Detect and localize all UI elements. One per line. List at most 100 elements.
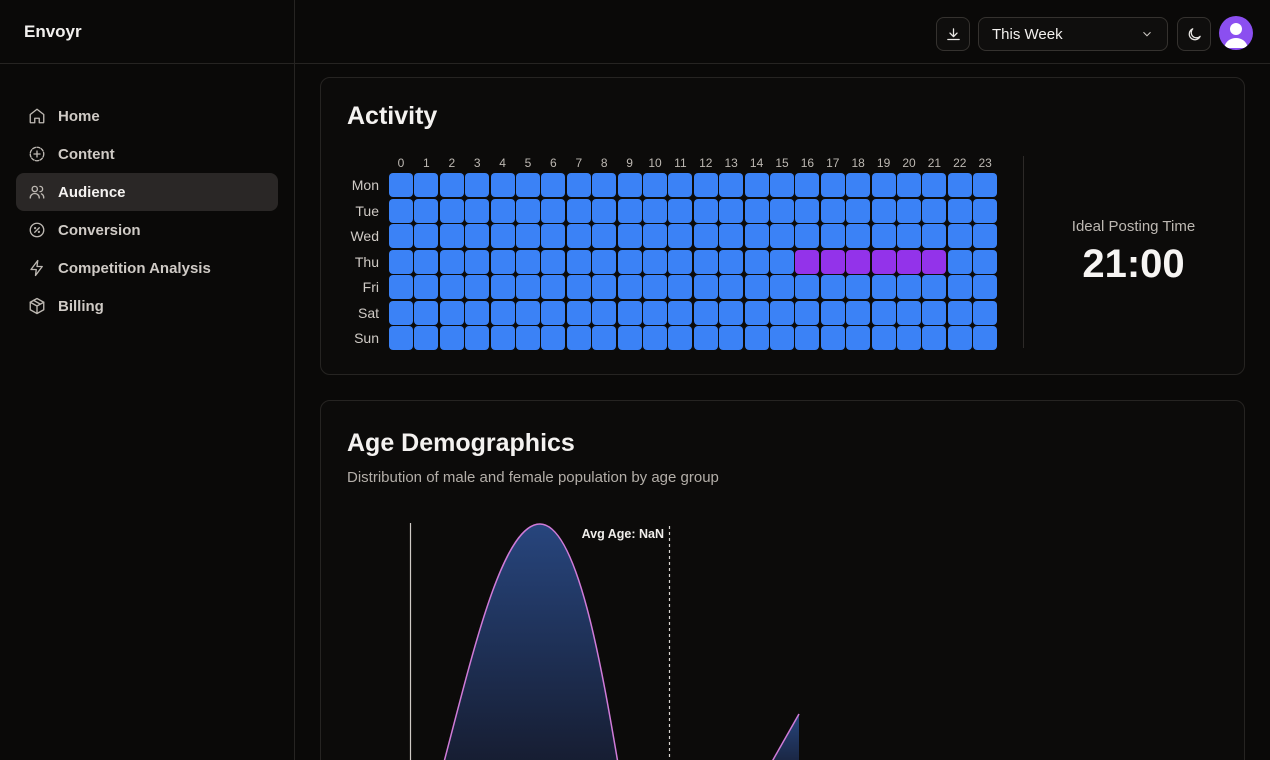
heatmap-cell[interactable] bbox=[490, 198, 515, 223]
heatmap-cell[interactable] bbox=[541, 300, 566, 325]
heatmap-cell[interactable] bbox=[795, 300, 820, 325]
heatmap-cell[interactable] bbox=[566, 300, 591, 325]
heatmap-cell[interactable] bbox=[490, 173, 515, 197]
heatmap-cell[interactable] bbox=[592, 326, 617, 350]
heatmap-cell[interactable] bbox=[389, 326, 413, 350]
heatmap-cell[interactable] bbox=[389, 300, 413, 325]
heatmap-cell[interactable] bbox=[719, 249, 744, 274]
heatmap-cell[interactable] bbox=[820, 198, 845, 223]
heatmap-cell[interactable] bbox=[922, 326, 947, 350]
heatmap-cell[interactable] bbox=[693, 224, 718, 248]
heatmap-cell[interactable] bbox=[846, 326, 871, 350]
heatmap-cell[interactable] bbox=[744, 224, 769, 248]
heatmap-cell[interactable] bbox=[947, 173, 972, 197]
heatmap-cell[interactable] bbox=[439, 198, 464, 223]
heatmap-cell[interactable] bbox=[973, 249, 998, 274]
heatmap-cell[interactable] bbox=[566, 275, 591, 299]
heatmap-cell[interactable] bbox=[617, 224, 642, 248]
heatmap-cell[interactable] bbox=[592, 275, 617, 299]
heatmap-cell[interactable] bbox=[617, 275, 642, 299]
heatmap-cell[interactable] bbox=[439, 224, 464, 248]
sidebar-item-competition-analysis[interactable]: Competition Analysis bbox=[16, 249, 278, 287]
heatmap-cell[interactable] bbox=[643, 224, 667, 248]
heatmap-cell[interactable] bbox=[770, 173, 794, 197]
heatmap-cell[interactable] bbox=[871, 224, 896, 248]
heatmap-cell-peak[interactable] bbox=[922, 249, 947, 274]
heatmap-cell[interactable] bbox=[389, 173, 413, 197]
sidebar-item-audience[interactable]: Audience bbox=[16, 173, 278, 211]
heatmap-cell[interactable] bbox=[922, 224, 947, 248]
heatmap-cell[interactable] bbox=[566, 224, 591, 248]
heatmap-cell[interactable] bbox=[770, 326, 794, 350]
heatmap-cell[interactable] bbox=[516, 224, 540, 248]
heatmap-cell[interactable] bbox=[897, 198, 921, 223]
heatmap-cell[interactable] bbox=[541, 275, 566, 299]
heatmap-cell[interactable] bbox=[592, 300, 617, 325]
heatmap-cell[interactable] bbox=[871, 198, 896, 223]
sidebar-item-billing[interactable]: Billing bbox=[16, 287, 278, 325]
heatmap-cell[interactable] bbox=[490, 224, 515, 248]
heatmap-cell[interactable] bbox=[973, 326, 998, 350]
heatmap-cell[interactable] bbox=[846, 224, 871, 248]
heatmap-cell[interactable] bbox=[871, 300, 896, 325]
heatmap-cell[interactable] bbox=[922, 198, 947, 223]
heatmap-cell[interactable] bbox=[744, 275, 769, 299]
heatmap-cell[interactable] bbox=[770, 275, 794, 299]
heatmap-cell[interactable] bbox=[566, 198, 591, 223]
user-avatar[interactable] bbox=[1219, 16, 1253, 50]
heatmap-cell[interactable] bbox=[566, 326, 591, 350]
heatmap-cell[interactable] bbox=[490, 300, 515, 325]
heatmap-cell[interactable] bbox=[947, 224, 972, 248]
heatmap-cell[interactable] bbox=[693, 198, 718, 223]
sidebar-item-conversion[interactable]: Conversion bbox=[16, 211, 278, 249]
heatmap-cell[interactable] bbox=[973, 300, 998, 325]
heatmap-cell[interactable] bbox=[693, 249, 718, 274]
heatmap-cell[interactable] bbox=[389, 275, 413, 299]
heatmap-cell[interactable] bbox=[770, 300, 794, 325]
heatmap-cell[interactable] bbox=[465, 300, 490, 325]
heatmap-cell[interactable] bbox=[846, 275, 871, 299]
heatmap-cell[interactable] bbox=[871, 173, 896, 197]
heatmap-cell[interactable] bbox=[516, 249, 540, 274]
heatmap-cell[interactable] bbox=[820, 275, 845, 299]
heatmap-cell[interactable] bbox=[414, 249, 439, 274]
heatmap-cell[interactable] bbox=[465, 224, 490, 248]
theme-toggle-button[interactable] bbox=[1177, 17, 1211, 51]
heatmap-cell[interactable] bbox=[643, 300, 667, 325]
heatmap-cell[interactable] bbox=[516, 275, 540, 299]
heatmap-cell[interactable] bbox=[516, 198, 540, 223]
heatmap-cell[interactable] bbox=[973, 173, 998, 197]
heatmap-cell[interactable] bbox=[592, 198, 617, 223]
heatmap-cell[interactable] bbox=[820, 224, 845, 248]
sidebar-item-home[interactable]: Home bbox=[16, 97, 278, 135]
heatmap-cell[interactable] bbox=[770, 224, 794, 248]
heatmap-cell[interactable] bbox=[795, 224, 820, 248]
heatmap-cell[interactable] bbox=[922, 173, 947, 197]
heatmap-cell[interactable] bbox=[516, 326, 540, 350]
heatmap-cell[interactable] bbox=[795, 198, 820, 223]
heatmap-cell[interactable] bbox=[846, 173, 871, 197]
heatmap-cell[interactable] bbox=[465, 326, 490, 350]
heatmap-cell[interactable] bbox=[617, 249, 642, 274]
heatmap-cell[interactable] bbox=[795, 173, 820, 197]
heatmap-cell[interactable] bbox=[465, 275, 490, 299]
heatmap-cell[interactable] bbox=[541, 249, 566, 274]
heatmap-cell[interactable] bbox=[719, 326, 744, 350]
heatmap-cell[interactable] bbox=[439, 275, 464, 299]
heatmap-cell-peak[interactable] bbox=[846, 249, 871, 274]
heatmap-cell[interactable] bbox=[719, 300, 744, 325]
heatmap-cell[interactable] bbox=[490, 326, 515, 350]
heatmap-cell[interactable] bbox=[617, 198, 642, 223]
heatmap-cell[interactable] bbox=[744, 173, 769, 197]
heatmap-cell[interactable] bbox=[744, 249, 769, 274]
heatmap-cell[interactable] bbox=[668, 173, 693, 197]
heatmap-cell[interactable] bbox=[947, 300, 972, 325]
heatmap-cell[interactable] bbox=[490, 249, 515, 274]
heatmap-cell[interactable] bbox=[693, 275, 718, 299]
heatmap-cell[interactable] bbox=[541, 326, 566, 350]
heatmap-cell[interactable] bbox=[414, 300, 439, 325]
heatmap-cell[interactable] bbox=[617, 326, 642, 350]
heatmap-cell[interactable] bbox=[643, 198, 667, 223]
heatmap-cell[interactable] bbox=[719, 173, 744, 197]
heatmap-cell[interactable] bbox=[668, 249, 693, 274]
